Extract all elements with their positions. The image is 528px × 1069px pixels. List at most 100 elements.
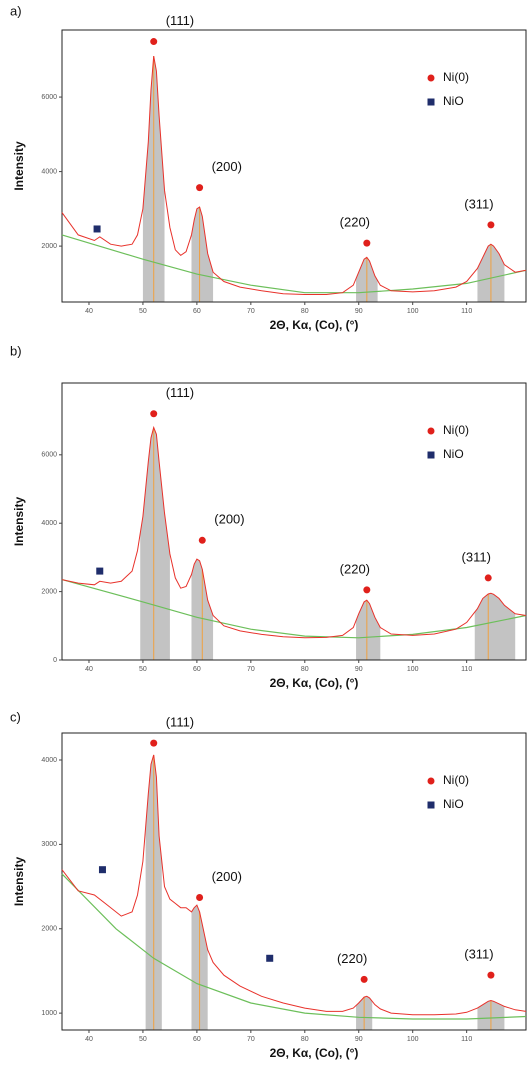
legend-label: Ni(0) bbox=[443, 423, 469, 437]
x-axis-label: 2Θ, Kα, (Co), (°) bbox=[270, 676, 359, 690]
plot-frame bbox=[61, 29, 527, 303]
ni-marker bbox=[487, 221, 495, 229]
peak-label: (311) bbox=[462, 549, 491, 564]
ni-marker bbox=[150, 739, 158, 747]
legend-label: NiO bbox=[443, 94, 464, 108]
x-tick-label: 110 bbox=[461, 1036, 472, 1043]
intensity-line bbox=[61, 425, 527, 639]
x-tick-label: 50 bbox=[139, 666, 147, 673]
x-tick-label: 80 bbox=[301, 666, 309, 673]
x-tick-label: 70 bbox=[247, 308, 255, 315]
intensity-line bbox=[61, 56, 527, 295]
x-axis-label: 2Θ, Kα, (Co), (°) bbox=[270, 318, 359, 332]
legend-label: NiO bbox=[443, 797, 464, 811]
x-tick-label: 60 bbox=[193, 666, 201, 673]
y-axis-label: Intensity bbox=[12, 141, 26, 191]
x-tick-label: 110 bbox=[461, 666, 472, 673]
legend-marker bbox=[427, 98, 435, 106]
y-axis-label: Intensity bbox=[12, 857, 26, 907]
ni-marker bbox=[196, 894, 204, 902]
ni-marker bbox=[150, 38, 158, 46]
peak-label: (200) bbox=[212, 869, 242, 884]
ni-marker bbox=[363, 586, 371, 594]
background-line bbox=[61, 579, 527, 639]
panel: c) Intensity 2Θ, Kα, (Co), (°) 40 50 60 70 80 90… bbox=[10, 709, 527, 1060]
y-tick-label: 6000 bbox=[41, 452, 57, 459]
x-tick-label: 90 bbox=[355, 308, 363, 315]
legend-label: Ni(0) bbox=[443, 70, 469, 84]
legend-marker bbox=[427, 451, 435, 459]
legend-marker bbox=[427, 427, 435, 435]
peak-region bbox=[140, 427, 170, 660]
x-tick-label: 70 bbox=[247, 666, 255, 673]
peak-label: (200) bbox=[214, 512, 244, 527]
y-tick-label: 4000 bbox=[41, 520, 57, 527]
peak-region bbox=[474, 593, 516, 660]
x-tick-label: 40 bbox=[85, 308, 93, 315]
intensity-line bbox=[61, 754, 527, 1016]
background-line bbox=[61, 234, 527, 294]
legend-marker bbox=[427, 777, 435, 785]
peak-label: (220) bbox=[340, 215, 370, 230]
ni-marker bbox=[196, 184, 204, 192]
y-tick-label: 2000 bbox=[41, 243, 57, 250]
y-tick-label: 1000 bbox=[41, 1010, 57, 1017]
panel-label: a) bbox=[10, 3, 22, 18]
panel-label: b) bbox=[10, 343, 22, 358]
x-tick-label: 90 bbox=[355, 666, 363, 673]
peak-label: (220) bbox=[337, 951, 367, 966]
ni-marker bbox=[360, 975, 368, 983]
legend-marker bbox=[427, 74, 435, 82]
peak-label: (200) bbox=[212, 159, 242, 174]
x-axis-label: 2Θ, Kα, (Co), (°) bbox=[270, 1046, 359, 1060]
y-tick-label: 2000 bbox=[41, 588, 57, 595]
x-tick-label: 100 bbox=[407, 308, 419, 315]
x-tick-label: 70 bbox=[247, 1036, 255, 1043]
peak-label: (111) bbox=[166, 385, 194, 400]
y-tick-label: 6000 bbox=[41, 94, 57, 101]
peak-label: (311) bbox=[464, 196, 493, 211]
y-tick-label: 2000 bbox=[41, 926, 57, 933]
peak-label: (111) bbox=[166, 715, 194, 730]
x-tick-label: 100 bbox=[407, 1036, 419, 1043]
peak-label: (111) bbox=[166, 13, 194, 28]
ni-marker bbox=[198, 536, 206, 544]
y-tick-label: 4000 bbox=[41, 757, 57, 764]
y-tick-label: 4000 bbox=[41, 168, 57, 175]
panel: b) Intensity 2Θ, Kα, (Co), (°) 40 50 60 70 80 90… bbox=[10, 343, 527, 690]
legend-marker bbox=[427, 801, 435, 809]
legend-label: NiO bbox=[443, 447, 464, 461]
ni-marker bbox=[363, 239, 371, 247]
x-tick-label: 40 bbox=[85, 1036, 93, 1043]
nio-marker bbox=[98, 866, 106, 874]
ni-marker bbox=[484, 574, 492, 582]
peak-label: (220) bbox=[340, 561, 370, 576]
ni-marker bbox=[150, 410, 158, 418]
legend-label: Ni(0) bbox=[443, 773, 469, 787]
x-tick-label: 60 bbox=[193, 1036, 201, 1043]
x-tick-label: 90 bbox=[355, 1036, 363, 1043]
panel-label: c) bbox=[10, 709, 21, 724]
panel: a) Intensity 2Θ, Kα, (Co), (°) 40 50 60 70 80 90… bbox=[10, 3, 527, 332]
y-tick-label: 0 bbox=[53, 657, 57, 664]
ni-marker bbox=[487, 971, 495, 979]
x-tick-label: 40 bbox=[85, 666, 93, 673]
x-tick-label: 80 bbox=[301, 308, 309, 315]
x-tick-label: 60 bbox=[193, 308, 201, 315]
x-tick-label: 100 bbox=[407, 666, 419, 673]
peak-label: (311) bbox=[464, 947, 493, 962]
nio-marker bbox=[266, 954, 274, 962]
nio-marker bbox=[93, 225, 101, 233]
peak-region bbox=[356, 600, 381, 660]
x-tick-label: 110 bbox=[461, 308, 472, 315]
y-axis-label: Intensity bbox=[12, 497, 26, 547]
plot-frame bbox=[61, 382, 527, 661]
background-line bbox=[61, 873, 527, 1020]
nio-marker bbox=[96, 567, 104, 575]
x-tick-label: 50 bbox=[139, 1036, 147, 1043]
x-tick-label: 80 bbox=[301, 1036, 309, 1043]
y-tick-label: 3000 bbox=[41, 841, 57, 848]
plot-frame bbox=[61, 732, 527, 1031]
peak-region bbox=[191, 206, 214, 302]
